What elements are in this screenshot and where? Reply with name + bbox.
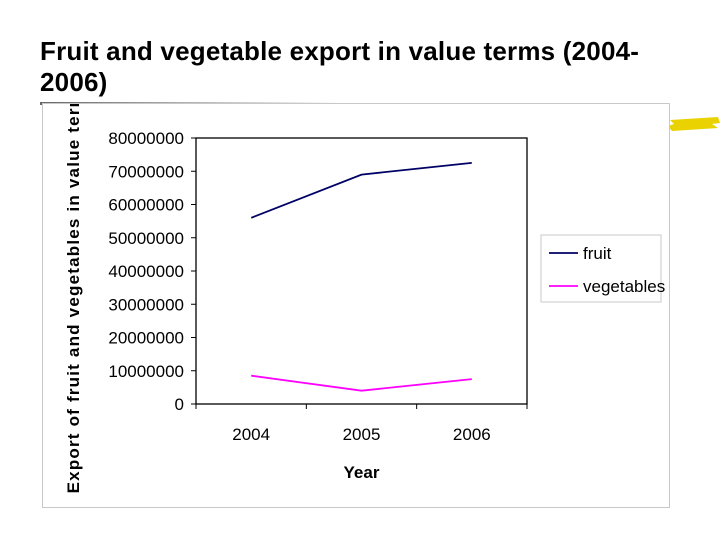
y-axis-title: Export of fruit and vegetables in value … xyxy=(64,104,83,493)
y-tick-label: 60000000 xyxy=(108,196,184,215)
x-tick-label: 2006 xyxy=(453,425,491,444)
y-tick-label: 70000000 xyxy=(108,162,184,181)
chart-frame: 0 10000000 20000000 30000000 40000000 5000000… xyxy=(42,103,670,508)
plot-area xyxy=(195,137,528,405)
y-tick-label: 40000000 xyxy=(108,262,184,281)
y-tick-label: 30000000 xyxy=(108,295,184,314)
y-tick-label: 0 xyxy=(175,395,184,414)
legend-label-fruit: fruit xyxy=(583,244,612,263)
x-axis-ticks: 2004 2005 2006 xyxy=(195,404,528,444)
y-tick-label: 80000000 xyxy=(108,129,184,148)
y-axis-ticks: 0 10000000 20000000 30000000 40000000 5000000… xyxy=(108,129,196,414)
x-tick-label: 2004 xyxy=(232,425,270,444)
legend-box xyxy=(540,234,662,303)
series-line-vegetables xyxy=(251,374,472,392)
line-chart: 0 10000000 20000000 30000000 40000000 5000000… xyxy=(64,104,665,493)
x-axis-title: Year xyxy=(344,463,380,482)
x-tick-label: 2005 xyxy=(343,425,381,444)
legend: fruit vegetables xyxy=(540,234,665,303)
accent-bar-decoration xyxy=(668,117,720,131)
y-tick-label: 10000000 xyxy=(108,362,184,381)
series-lines xyxy=(250,162,472,392)
y-tick-label: 20000000 xyxy=(108,329,184,348)
slide-title: Fruit and vegetable export in value term… xyxy=(40,36,640,97)
series-line-fruit xyxy=(250,162,472,219)
legend-label-vegetables: vegetables xyxy=(583,277,665,296)
y-tick-label: 50000000 xyxy=(108,229,184,248)
